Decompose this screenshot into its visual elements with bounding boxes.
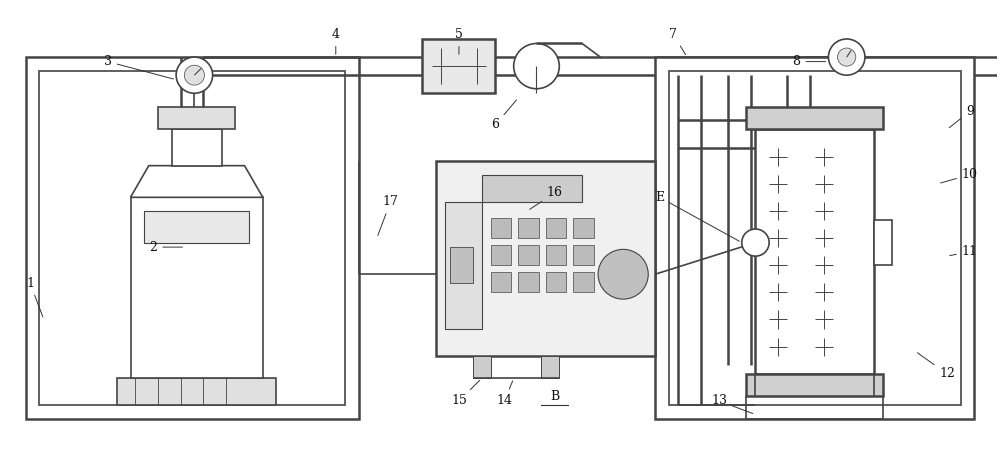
Bar — [422, 39, 495, 93]
Text: 3: 3 — [104, 55, 173, 79]
Bar — [546, 272, 566, 292]
Bar — [518, 218, 539, 238]
Bar — [26, 57, 359, 419]
Bar — [573, 272, 594, 292]
Bar — [573, 218, 594, 238]
Bar — [436, 161, 655, 356]
Text: 5: 5 — [455, 28, 463, 55]
Bar — [669, 157, 769, 405]
Bar — [117, 378, 276, 405]
Text: 10: 10 — [941, 168, 978, 183]
Circle shape — [742, 229, 769, 256]
Text: 17: 17 — [378, 196, 398, 235]
Circle shape — [184, 65, 204, 85]
Polygon shape — [131, 166, 263, 197]
Text: 13: 13 — [711, 394, 753, 414]
Text: 14: 14 — [497, 381, 513, 408]
Circle shape — [514, 44, 559, 89]
Bar — [541, 356, 559, 378]
Text: 11: 11 — [950, 245, 978, 258]
Text: 16: 16 — [530, 186, 563, 209]
Bar — [491, 218, 511, 238]
Bar — [473, 356, 491, 378]
Bar — [669, 71, 961, 405]
Bar — [482, 174, 582, 202]
Bar — [39, 71, 345, 405]
Text: 9: 9 — [949, 105, 974, 128]
Text: 8: 8 — [793, 55, 826, 68]
Circle shape — [838, 48, 856, 66]
Text: 6: 6 — [491, 100, 516, 131]
Bar — [879, 157, 961, 405]
Bar — [546, 218, 566, 238]
Bar — [491, 245, 511, 265]
Bar — [144, 211, 249, 243]
Bar — [445, 202, 482, 328]
Circle shape — [176, 57, 213, 93]
Bar — [874, 220, 892, 265]
Text: E: E — [655, 191, 739, 241]
Bar — [518, 272, 539, 292]
Bar — [172, 130, 222, 166]
Bar — [573, 245, 594, 265]
Circle shape — [828, 39, 865, 75]
Text: 15: 15 — [451, 380, 480, 408]
Bar — [518, 245, 539, 265]
Bar — [158, 107, 235, 130]
Bar — [546, 245, 566, 265]
Text: 1: 1 — [26, 277, 43, 317]
Bar — [249, 157, 345, 405]
Bar — [450, 247, 473, 284]
Bar — [131, 197, 263, 378]
Bar — [655, 57, 974, 419]
Text: 2: 2 — [149, 240, 182, 254]
Bar — [491, 272, 511, 292]
Bar — [746, 374, 883, 397]
Bar — [755, 130, 874, 374]
Text: 4: 4 — [332, 28, 340, 55]
Text: 7: 7 — [669, 28, 686, 55]
Bar — [746, 107, 883, 130]
Circle shape — [598, 249, 648, 299]
Text: 12: 12 — [917, 353, 955, 380]
Bar — [39, 157, 140, 405]
Text: B: B — [550, 390, 559, 403]
